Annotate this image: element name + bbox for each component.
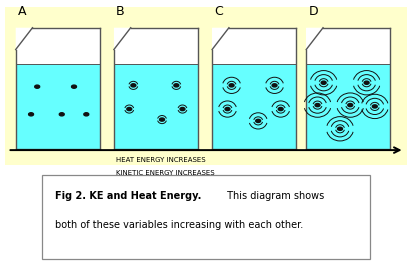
- Circle shape: [180, 107, 185, 111]
- Bar: [212, 64, 296, 149]
- Text: D: D: [308, 6, 318, 19]
- Circle shape: [337, 127, 342, 130]
- Circle shape: [229, 84, 234, 87]
- Circle shape: [35, 85, 40, 88]
- Circle shape: [348, 103, 353, 107]
- Circle shape: [174, 84, 179, 87]
- Circle shape: [72, 85, 77, 88]
- Bar: [306, 28, 390, 64]
- Circle shape: [256, 119, 261, 122]
- Circle shape: [372, 105, 377, 108]
- Polygon shape: [306, 28, 323, 49]
- Text: B: B: [116, 6, 124, 19]
- Circle shape: [159, 118, 164, 121]
- Text: Fig 2. KE and Heat Energy.: Fig 2. KE and Heat Energy.: [54, 191, 201, 201]
- Circle shape: [127, 107, 132, 111]
- Polygon shape: [114, 28, 131, 49]
- Text: both of these variables increasing with each other.: both of these variables increasing with …: [54, 220, 303, 230]
- Text: C: C: [214, 6, 223, 19]
- Text: HEAT ENERGY INCREASES: HEAT ENERGY INCREASES: [116, 157, 206, 163]
- Text: This diagram shows: This diagram shows: [225, 191, 325, 201]
- Bar: [16, 64, 100, 149]
- Bar: [16, 28, 100, 64]
- Circle shape: [131, 84, 136, 87]
- Circle shape: [315, 103, 320, 107]
- Circle shape: [272, 84, 277, 87]
- Polygon shape: [16, 28, 33, 49]
- Text: A: A: [18, 6, 26, 19]
- Circle shape: [28, 113, 33, 116]
- Circle shape: [225, 107, 230, 111]
- Circle shape: [84, 113, 89, 116]
- FancyBboxPatch shape: [42, 175, 370, 259]
- Circle shape: [278, 107, 283, 111]
- Bar: [114, 28, 198, 64]
- Text: KINETIC ENERGY INCREASES: KINETIC ENERGY INCREASES: [116, 170, 215, 176]
- Circle shape: [59, 113, 64, 116]
- Bar: [306, 64, 390, 149]
- Polygon shape: [212, 28, 229, 49]
- Bar: [114, 64, 198, 149]
- Bar: [5, 7, 407, 165]
- Bar: [212, 28, 296, 64]
- Circle shape: [321, 81, 326, 84]
- Circle shape: [364, 81, 369, 84]
